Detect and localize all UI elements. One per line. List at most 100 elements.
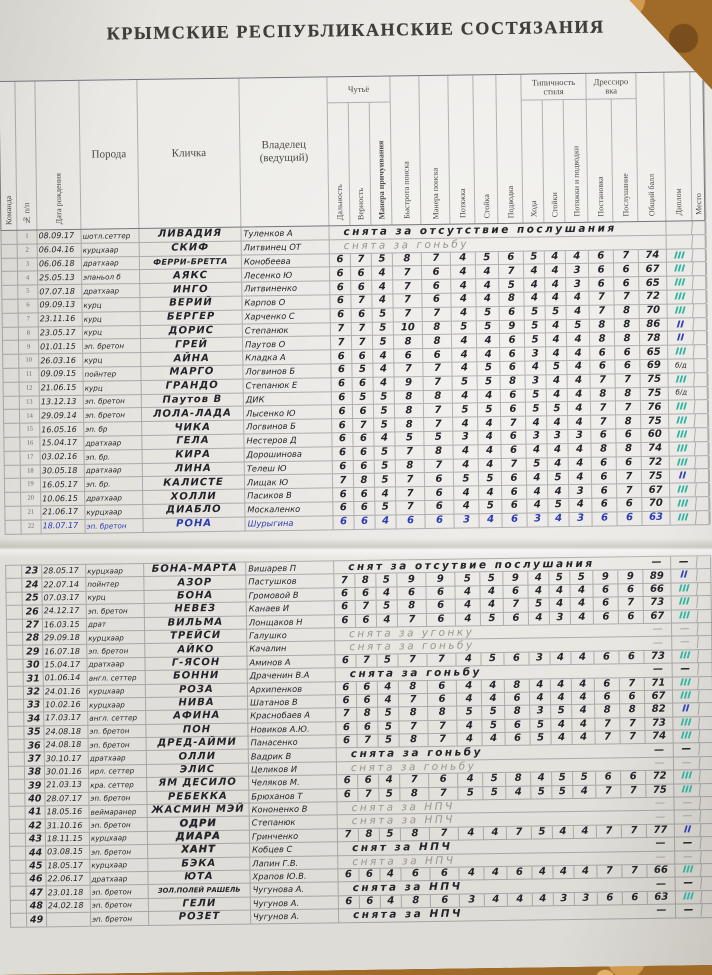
cell-diploma: — — [674, 811, 701, 824]
cell-score: 4 — [482, 693, 505, 706]
cell-diploma: III — [673, 717, 700, 730]
cell-place — [700, 744, 712, 757]
cell-breed: курц — [83, 353, 141, 367]
cell-team — [10, 807, 26, 820]
cell-score: 4 — [568, 416, 591, 429]
column-header-accuracy: Верность — [349, 103, 372, 225]
column-header-distance: Дальность — [328, 103, 351, 225]
cell-place — [698, 636, 712, 649]
cell-place — [695, 428, 709, 441]
cell-score: 6 — [357, 721, 378, 734]
cell-row-number: 39 — [25, 780, 45, 793]
cell-diploma: III — [673, 730, 700, 743]
cell-score: 6 — [394, 349, 423, 362]
cell-score: 5 — [570, 571, 593, 584]
cell-breed: курцхаар — [88, 698, 146, 711]
cell-score: 7 — [596, 785, 621, 798]
cell-dog-name: ВИЛЬМА — [145, 616, 247, 630]
cell-score: 3 — [569, 512, 592, 525]
cell-dog-name: ЗОЛ.ПОЛЕЙ РАШЕЛЬ — [149, 884, 251, 898]
cell-score: 5 — [525, 320, 546, 333]
cell-score: 7 — [393, 280, 422, 293]
cell-owner: Паутов О — [243, 337, 331, 351]
cell-place — [693, 235, 707, 248]
cell-row-number: 49 — [27, 914, 47, 927]
cell-breed: эп. бретон — [89, 792, 147, 805]
cell-owner: Степанюк Е — [244, 378, 332, 392]
paper-fold-crease — [0, 538, 712, 558]
cell-total-score: 65 — [639, 277, 667, 290]
cell-score: 8 — [401, 828, 430, 841]
cell-place — [700, 797, 712, 810]
cell-score: 6 — [501, 431, 526, 444]
cell-score: 5 — [376, 574, 397, 587]
cell-row-number: 28 — [23, 632, 43, 645]
cell-score: 4 — [548, 458, 569, 471]
cell-birth-date: 28.05.17 — [42, 565, 86, 578]
cell-owner: Громовой В — [246, 588, 334, 602]
cell-breed: курцхаар — [86, 564, 144, 577]
cell-total-score: — — [646, 744, 674, 757]
cell-score: 6 — [359, 869, 380, 882]
cell-diploma: II — [674, 824, 701, 837]
cell-row-number: 21 — [21, 506, 41, 519]
column-header-search-manner: Манера поиска — [419, 76, 450, 224]
cell-place — [693, 262, 707, 275]
cell-team — [7, 646, 23, 659]
cell-score: 4 — [545, 251, 566, 264]
cell-place — [699, 717, 712, 730]
cell-diploma: III — [667, 276, 694, 289]
cell-row-number: 9 — [19, 341, 39, 354]
cell-score: 8 — [400, 734, 429, 747]
cell-score: 5 — [454, 473, 479, 486]
cell-score: 7 — [621, 785, 646, 798]
cell-diploma: III — [672, 690, 699, 703]
cell-breed: англ. сеттер — [88, 711, 146, 724]
cell-score: 6 — [507, 867, 532, 880]
cell-score: 6 — [500, 306, 525, 319]
cell-total-score: 89 — [643, 570, 671, 583]
cell-score: 4 — [381, 895, 402, 908]
cell-team — [3, 369, 19, 382]
cell-score: 4 — [568, 402, 591, 415]
cell-total-score: 74 — [641, 442, 669, 455]
cell-team — [8, 673, 24, 686]
cell-row-number: 19 — [21, 479, 41, 492]
cell-dog-name: АЙКО — [145, 643, 247, 657]
cell-owner: Пасиков В — [245, 488, 333, 502]
cell-dog-name: ГРАНДО — [142, 379, 244, 393]
cell-total-score: 70 — [642, 498, 670, 511]
cell-score: 6 — [598, 892, 623, 905]
cell-owner: Литвинец ОТ — [242, 240, 330, 254]
cell-team — [4, 424, 20, 437]
cell-score: 7 — [424, 376, 453, 389]
cell-score: 6 — [592, 512, 617, 525]
cell-diploma: III — [675, 864, 702, 877]
cell-score: 6 — [617, 498, 642, 511]
cell-owner: Степанюк — [243, 323, 331, 337]
cell-birth-date: 09.09.15 — [39, 368, 83, 381]
cell-dog-name: ЛОЛА-ЛАДА — [142, 407, 244, 421]
cell-team — [10, 874, 26, 887]
cell-score: 6 — [500, 362, 525, 375]
cell-birth-date: 21.03.13 — [45, 779, 89, 792]
cell-owner: Архипенков — [248, 682, 336, 696]
column-header-num: № п/п — [15, 81, 37, 229]
cell-total-score: 72 — [646, 771, 674, 784]
cell-score: 4 — [459, 867, 484, 880]
cell-total-score: 75 — [641, 415, 669, 428]
cell-score: 4 — [479, 486, 502, 499]
cell-score: 4 — [479, 514, 502, 527]
cell-score: 5 — [374, 391, 395, 404]
cell-score: 7 — [430, 827, 459, 840]
cell-row-number: 44 — [26, 847, 46, 860]
cell-place — [695, 442, 709, 455]
column-header-diploma: Диплом — [664, 72, 692, 220]
cell-birth-date: 18.07.17 — [42, 520, 86, 533]
cell-score: 7 — [393, 294, 422, 307]
cell-score: 4 — [457, 720, 482, 733]
cell-owner: Конобеева — [242, 254, 330, 268]
column-header-name: Кличка — [137, 79, 241, 228]
cell-place — [701, 824, 712, 837]
cell-place — [701, 851, 712, 864]
